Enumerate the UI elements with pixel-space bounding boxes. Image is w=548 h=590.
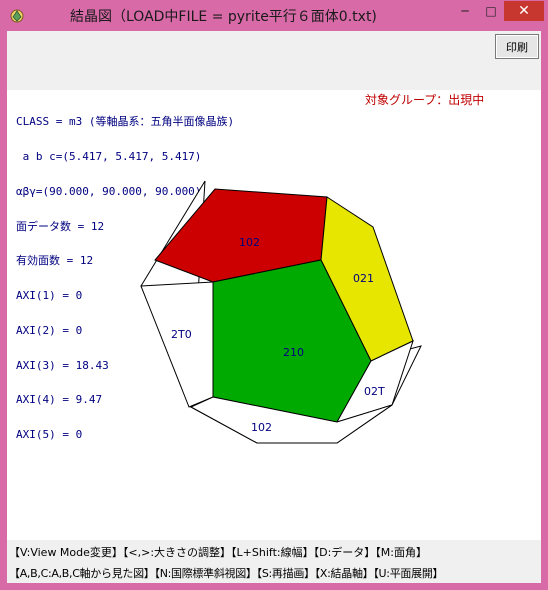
status-help-line-1: 【V:View Mode変更】【<,>:大きさの調整】【L+Shift:線幅】【…: [9, 546, 427, 559]
class-line: CLASS = m3 (等軸晶系：五角半面像晶族): [16, 115, 235, 129]
title-bar[interactable]: 結晶図（LOAD中FILE = pyrite平行６面体0.txt) ─ □ ✕: [0, 0, 548, 32]
maximize-icon: □: [485, 4, 497, 18]
face-label-210: 210: [283, 346, 304, 359]
status-help-bar: 【V:View Mode変更】【<,>:大きさの調整】【L+Shift:線幅】【…: [7, 540, 541, 583]
axi-3-line: AXI(3) = 18.43: [16, 358, 109, 372]
toolbar: 印刷: [7, 31, 541, 90]
close-icon: ✕: [518, 3, 530, 19]
axi-4-line: AXI(4) = 9.47: [16, 393, 103, 407]
client-area: 印刷 CLASS = m3 (等軸晶系：五角半面像晶族) a b c=(5.41…: [7, 31, 541, 583]
axi-1-line: AXI(1) = 0: [16, 289, 83, 303]
face-label-021: 021: [353, 272, 374, 285]
face-label-2T0: 2T0: [171, 328, 192, 341]
face-label-102-bottom: 102: [251, 421, 272, 434]
axi-5-line: AXI(5) = 0: [16, 428, 83, 442]
minimize-button[interactable]: ─: [452, 1, 478, 21]
face-2T0[interactable]: [140, 281, 214, 408]
maximize-button[interactable]: □: [478, 1, 504, 21]
crystal-info: CLASS = m3 (等軸晶系：五角半面像晶族) a b c=(5.417, …: [16, 93, 234, 464]
face-label-102-top: 102: [239, 236, 260, 249]
minimize-icon: ─: [461, 4, 469, 18]
crystal-drawing[interactable]: 102 021 210 2T0 02T 102: [7, 31, 541, 540]
face-102-bottom[interactable]: [189, 396, 393, 444]
face-data-count: 面データ数 = 12: [16, 219, 105, 233]
angles-line: αβγ=(90.000, 90.000, 90.000): [16, 184, 202, 198]
status-help-line-2: 【A,B,C:A,B,C軸から見た図】【N:国際標準斜視図】【S:再描画】【X:…: [9, 567, 444, 580]
face-label-02T: 02T: [364, 385, 385, 398]
close-button[interactable]: ✕: [504, 1, 544, 21]
print-button[interactable]: 印刷: [495, 34, 539, 59]
window-title: 結晶図（LOAD中FILE = pyrite平行６面体0.txt): [70, 9, 377, 25]
axi-2-line: AXI(2) = 0: [16, 323, 83, 337]
target-group-label: 対象グループ：出現中: [365, 93, 485, 107]
crystal-app-icon[interactable]: [9, 8, 25, 24]
valid-face-count: 有効面数 = 12: [16, 254, 94, 268]
abc-line: a b c=(5.417, 5.417, 5.417): [16, 149, 202, 163]
